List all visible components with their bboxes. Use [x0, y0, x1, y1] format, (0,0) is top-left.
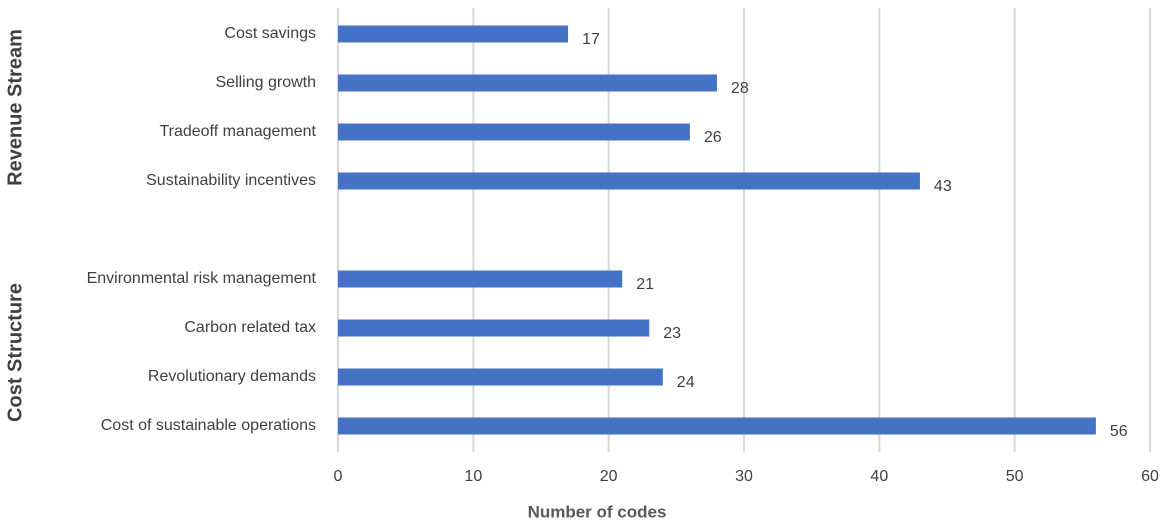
y-tick-label: Carbon related tax — [184, 319, 316, 336]
bar — [338, 172, 920, 190]
y-tick-label: Sustainability incentives — [146, 172, 316, 189]
bar — [338, 123, 690, 141]
data-label: 43 — [934, 178, 952, 195]
y-tick-label: Tradeoff management — [159, 123, 316, 140]
data-label: 56 — [1110, 423, 1128, 440]
bar — [338, 319, 650, 337]
group-label: Cost Structure — [4, 283, 26, 422]
x-tick-label: 60 — [1141, 468, 1159, 485]
data-label: 17 — [582, 31, 600, 48]
y-tick-label: Cost of sustainable operations — [101, 417, 316, 434]
x-tick-label: 50 — [1006, 468, 1024, 485]
y-tick-label: Cost savings — [224, 25, 316, 42]
bar — [338, 368, 663, 386]
bar — [338, 270, 623, 288]
bar — [338, 74, 717, 92]
group-label: Revenue Stream — [4, 29, 26, 186]
data-label: 23 — [663, 325, 681, 342]
data-label: 28 — [731, 80, 749, 97]
bar — [338, 417, 1096, 435]
y-tick-label: Selling growth — [216, 74, 317, 91]
y-tick-label: Revolutionary demands — [148, 368, 316, 385]
data-label: 24 — [677, 374, 695, 391]
bar — [338, 25, 569, 43]
data-label: 26 — [704, 129, 722, 146]
x-tick-label: 20 — [600, 468, 618, 485]
x-tick-label: 0 — [334, 468, 343, 485]
y-tick-label: Environmental risk management — [87, 270, 317, 287]
x-tick-label: 30 — [735, 468, 753, 485]
x-tick-label: 40 — [870, 468, 888, 485]
x-axis-title: Number of codes — [528, 502, 667, 521]
x-tick-label: 10 — [464, 468, 482, 485]
data-label: 21 — [636, 276, 654, 293]
